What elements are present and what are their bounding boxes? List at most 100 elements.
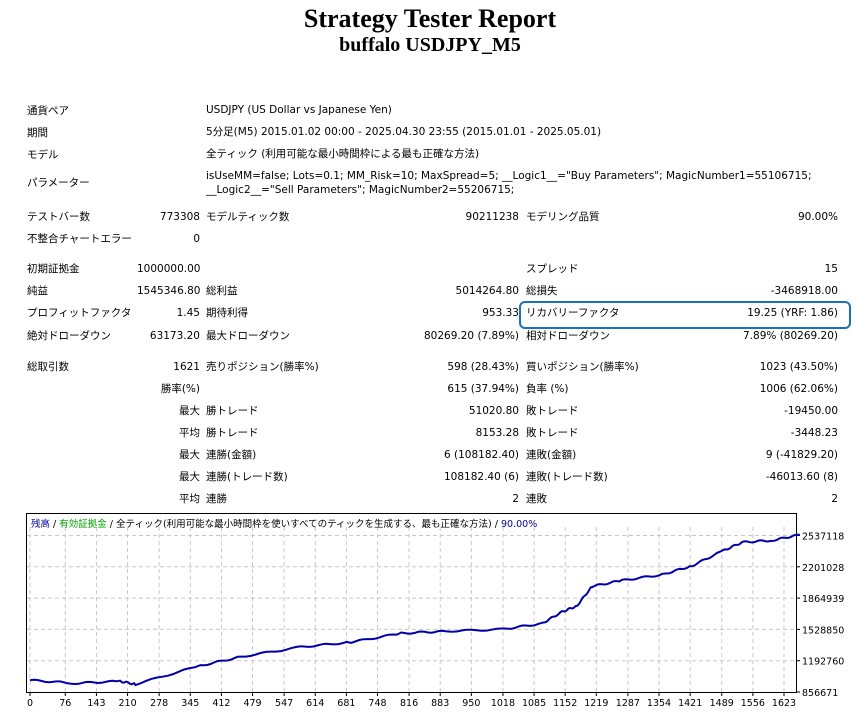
y-tick-label: 856671 <box>802 688 838 699</box>
stat-value: 63173.20 <box>149 330 200 342</box>
info-label: 期間 <box>27 127 48 139</box>
y-tick-label: 1864939 <box>802 594 844 605</box>
report-subtitle: buffalo USDJPY_M5 <box>339 34 521 56</box>
stat-value: 1545346.80 <box>137 285 201 297</box>
stat-label: 連敗(金額) <box>526 449 577 461</box>
stat-value: 90211238 <box>465 211 519 223</box>
stat-label: テストバー数 <box>27 211 90 223</box>
info-value: 全ティック (利用可能な最小時間枠による最も正確な方法) <box>206 148 480 160</box>
stats-row: 平均 連勝 2 連敗 2 <box>27 491 838 507</box>
stat-label: 総損失 <box>526 285 558 297</box>
x-tick-label: 210 <box>118 698 136 709</box>
y-tick-label: 1192760 <box>802 657 844 668</box>
x-tick-label: 1085 <box>522 698 546 709</box>
legend-quality: 90.00% <box>501 519 538 530</box>
stat-label: スプレッド <box>526 263 579 275</box>
stat-value: 1.45 <box>176 307 200 319</box>
x-tick-label: 1018 <box>491 698 515 709</box>
y-tick-label: 1528850 <box>802 625 844 636</box>
stat-value: 0 <box>193 233 200 245</box>
balance-chart: 856671 1192760 1528850 1864939 2201028 253711… <box>26 513 844 709</box>
stat-label: 売りポジション(勝率%) <box>206 361 319 373</box>
x-tick-label: 1219 <box>584 698 608 709</box>
info-label: 通貨ペア <box>27 105 69 117</box>
stat-label: モデリング品質 <box>526 211 600 223</box>
x-tick-label: 412 <box>212 698 230 709</box>
stats-row: 初期証拠金 1000000.00 スプレッド 15 <box>27 261 838 277</box>
x-tick-label: 76 <box>59 698 71 709</box>
stat-label: 相対ドローダウン <box>526 330 610 342</box>
stat-label: 期待利得 <box>206 307 248 319</box>
chart-legend: 残高 / 有効証拠金 / 全ティック(利用可能な最小時間枠を使いすべてのティック… <box>31 519 538 530</box>
stat-label: 勝トレード <box>206 405 259 417</box>
stat-value: -3448.23 <box>790 427 838 439</box>
stat-value: 最大 <box>179 449 200 461</box>
stat-label: 連勝 <box>206 493 227 505</box>
x-tick-label: 950 <box>462 698 480 709</box>
report-title: Strategy Tester Report <box>303 4 557 33</box>
stats-row: プロフィットファクタ 1.45 期待利得 953.33 リカバリーファクタ 19.25 (… <box>27 305 838 321</box>
stat-label: 連勝(金額) <box>206 449 257 461</box>
stat-value: 1023 (43.50%) <box>759 361 838 373</box>
stat-value: 5014264.80 <box>455 285 519 297</box>
stat-value: 平均 <box>179 493 200 505</box>
stat-value: -19450.00 <box>784 405 838 417</box>
stat-label: 初期証拠金 <box>27 263 80 275</box>
x-tick-label: 143 <box>87 698 105 709</box>
balance-line <box>29 533 800 687</box>
stats-row: 最大 連勝(金額) 6 (108182.40) 連敗(金額) 9 (-41829.20) <box>27 447 838 463</box>
stat-value: 80269.20 (7.89%) <box>424 330 519 342</box>
stat-value: 2 <box>512 493 519 505</box>
stats-row: 不整合チャートエラー 0 <box>27 231 838 247</box>
stat-label: 買いポジション(勝率%) <box>526 361 639 373</box>
stat-label: 連敗(トレード数) <box>526 471 608 483</box>
stat-label: 絶対ドローダウン <box>27 330 111 342</box>
stat-label: 勝トレード <box>206 427 259 439</box>
x-tick-label: 1152 <box>553 698 577 709</box>
stats-row: 最大 勝トレード 51020.80 敗トレード -19450.00 <box>27 403 838 419</box>
stat-label: プロフィットファクタ <box>27 307 132 319</box>
stat-value: 1006 (62.06%) <box>759 383 838 395</box>
info-value: USDJPY (US Dollar vs Japanese Yen) <box>206 104 392 116</box>
stat-label: 総利益 <box>206 285 238 297</box>
stat-value: -46013.60 (8) <box>765 471 838 483</box>
stat-value: 773308 <box>159 211 200 223</box>
x-tick-label: 547 <box>275 698 293 709</box>
stat-value: 9 (-41829.20) <box>765 449 838 461</box>
stat-value: 2 <box>831 493 838 505</box>
info-label: モデル <box>27 149 59 161</box>
stat-value: 15 <box>824 263 838 275</box>
x-tick-label: 1421 <box>678 698 702 709</box>
x-tick-label: 1354 <box>647 698 671 709</box>
info-label: パラメーター <box>27 177 90 189</box>
stat-label: 最大ドローダウン <box>206 330 290 342</box>
stat-value: 598 (28.43%) <box>447 361 519 373</box>
x-tick-label: 0 <box>27 698 33 709</box>
stat-label: モデルティック数 <box>206 211 290 223</box>
stat-value: 最大 <box>179 471 200 483</box>
stat-value: 1000000.00 <box>137 263 201 275</box>
y-tick-label: 2537118 <box>802 531 844 542</box>
plot-frame <box>26 513 797 693</box>
stat-value: 108182.40 (6) <box>444 471 519 483</box>
stat-value: 615 (37.94%) <box>447 383 519 395</box>
stat-label: 連勝(トレード数) <box>206 471 288 483</box>
legend-equity: 有効証拠金 <box>59 519 107 530</box>
stats-row: 勝率(%) 615 (37.94%) 負率 (%) 1006 (62.06%) <box>27 381 838 397</box>
stats-row: 絶対ドローダウン 63173.20 最大ドローダウン 80269.20 (7.89%)… <box>27 328 838 344</box>
info-value: isUseMM=false; Lots=0.1; MM_Risk=10; Max… <box>206 170 812 196</box>
stat-value: 6 (108182.40) <box>444 449 519 461</box>
stat-label: 敗トレード <box>526 405 579 417</box>
y-tick-label: 2201028 <box>802 563 844 574</box>
stats-row: 平均 勝トレード 8153.28 敗トレード -3448.23 <box>27 425 838 441</box>
stat-value: 51020.80 <box>468 405 519 417</box>
stat-label: 総取引数 <box>27 361 69 373</box>
stat-value: 90.00% <box>797 211 838 223</box>
stat-label: リカバリーファクタ <box>526 307 620 319</box>
stats-row: 最大 連勝(トレード数) 108182.40 (6) 連敗(トレード数) -46013.… <box>27 469 838 485</box>
stat-value: 953.33 <box>482 307 519 319</box>
legend-model: 全ティック(利用可能な最小時間枠を使いすべてのティックを生成する、最も正確な方法… <box>116 519 492 530</box>
x-tick-label: 883 <box>431 698 449 709</box>
stat-value: 1621 <box>173 361 200 373</box>
stats-row: テストバー数 773308 モデルティック数 90211238 モデリング品質 90.00… <box>27 209 838 225</box>
